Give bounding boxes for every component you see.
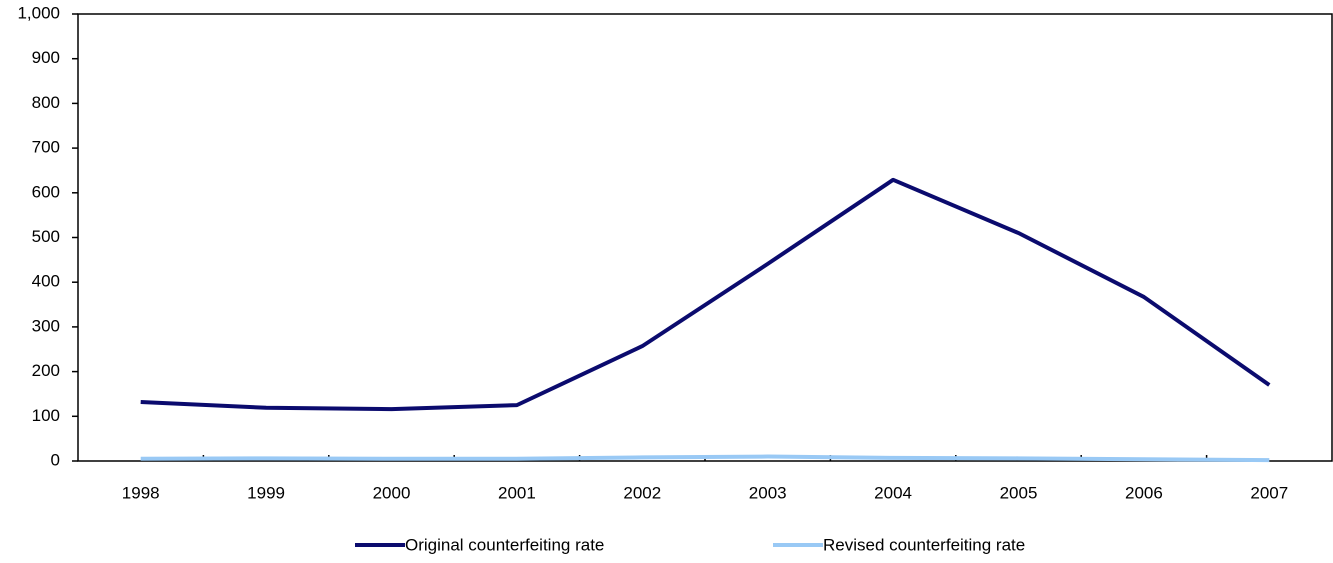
legend-label: Revised counterfeiting rate (823, 535, 1025, 554)
x-tick-label: 2006 (1125, 483, 1163, 502)
y-tick-label: 500 (32, 227, 60, 246)
x-tick-label: 1998 (122, 483, 160, 502)
series-line (140, 177, 1271, 412)
y-tick-label: 1,000 (17, 3, 60, 22)
series-line (140, 454, 1270, 463)
x-tick-label: 2004 (874, 483, 912, 502)
x-tick-label: 2003 (749, 483, 787, 502)
y-tick-label: 800 (32, 93, 60, 112)
x-tick-label: 2001 (498, 483, 536, 502)
y-tick-label: 700 (32, 138, 60, 157)
x-tick-label: 1999 (247, 483, 285, 502)
y-tick-label: 100 (32, 406, 60, 425)
y-tick-label: 0 (51, 450, 60, 469)
y-tick-label: 600 (32, 182, 60, 201)
x-tick-label: 2005 (1000, 483, 1038, 502)
y-tick-label: 200 (32, 361, 60, 380)
legend-label: Original counterfeiting rate (405, 535, 604, 554)
x-tick-label: 2002 (623, 483, 661, 502)
y-tick-label: 900 (32, 48, 60, 67)
y-tick-label: 400 (32, 272, 60, 291)
x-tick-label: 2007 (1250, 483, 1288, 502)
y-tick-label: 300 (32, 316, 60, 335)
plot-frame (77, 13, 1333, 462)
x-tick-label: 2000 (373, 483, 411, 502)
